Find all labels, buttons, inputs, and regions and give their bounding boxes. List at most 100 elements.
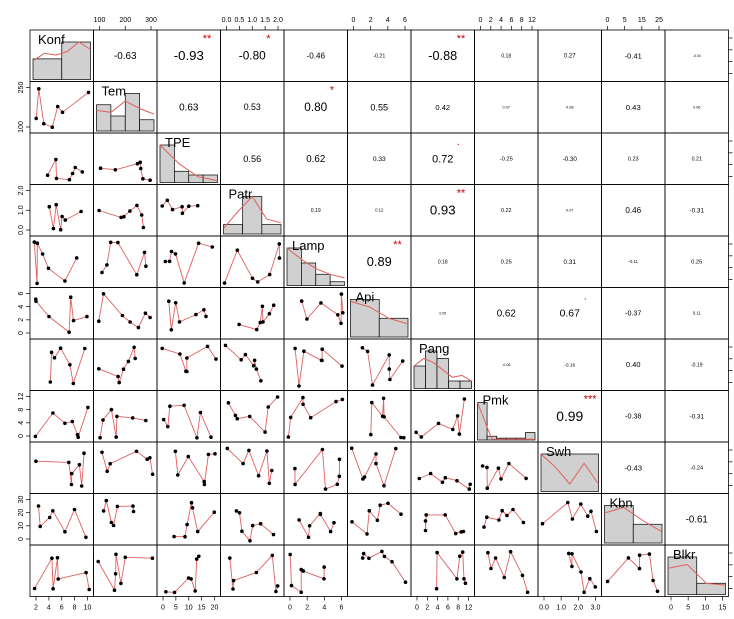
correlation-value: -0.06 — [502, 363, 510, 367]
histogram-bar — [96, 104, 112, 132]
scatter-point — [104, 498, 109, 503]
scatter-point — [134, 449, 139, 454]
smooth-fit-line — [174, 451, 216, 485]
smooth-fit-line — [103, 500, 134, 527]
correlation-value: 0.11 — [693, 311, 702, 316]
scatter-point — [263, 430, 267, 434]
scatter-point — [148, 315, 152, 320]
smooth-fit-line — [482, 462, 527, 490]
scatter-point — [35, 281, 39, 286]
scatter-point — [132, 345, 136, 350]
correlation-value: 0.21 — [692, 157, 702, 163]
tick-label: 0.0 — [18, 225, 25, 235]
scatter-point — [540, 521, 545, 526]
significance-stars: * — [266, 33, 271, 45]
correlation-value: 0.93 — [430, 203, 456, 218]
variable-name-label: Pang — [419, 341, 449, 356]
scatter-point — [299, 299, 304, 303]
correlation-value: -0.04 — [693, 54, 701, 58]
scatter-point — [34, 459, 38, 464]
scatter-point — [566, 551, 571, 556]
scatter-point — [84, 535, 88, 540]
scatter-point — [195, 436, 199, 440]
scatter-point — [293, 346, 297, 351]
smooth-fit-line — [425, 514, 464, 535]
correlation-value: 0.06 — [693, 105, 700, 109]
scatter-point — [77, 462, 82, 467]
scatter-point — [332, 520, 336, 525]
scatter-point — [51, 226, 56, 231]
scatter-point — [108, 461, 112, 466]
scatter-point — [145, 457, 149, 462]
histogram-bar — [378, 317, 409, 338]
scatter-point — [647, 552, 652, 556]
correlation-value: 0.89 — [367, 254, 392, 269]
scatter-point — [190, 506, 195, 510]
scatter-point — [113, 168, 118, 172]
scatter-point — [399, 512, 403, 516]
scatter-point — [436, 421, 441, 426]
scatter-point — [524, 476, 528, 481]
histogram-bar — [301, 262, 317, 286]
scatter-point — [111, 523, 116, 528]
scatter-point — [267, 272, 272, 277]
tick-label: 2.0 — [18, 186, 25, 196]
correlation-value: -0.80 — [239, 49, 266, 63]
scatter-point — [241, 461, 245, 466]
scatter-point — [374, 461, 378, 466]
smooth-fit-line — [38, 505, 87, 538]
tick-label: 5 — [174, 605, 178, 612]
scatter-point — [70, 419, 75, 424]
scatter-point — [271, 303, 276, 308]
scatter-point — [47, 314, 51, 319]
histogram-bar — [459, 380, 472, 389]
scatter-point — [370, 400, 374, 405]
scatter-point — [319, 301, 323, 305]
scatter-point — [434, 586, 439, 591]
histogram-bar — [188, 174, 204, 183]
matrix-panel — [347, 441, 412, 494]
correlation-value: -0.24 — [690, 466, 703, 472]
scatter-point — [337, 457, 342, 462]
correlation-value: -0.16 — [564, 362, 575, 368]
matrix-panel — [283, 544, 348, 597]
scatter-point — [100, 450, 104, 455]
scatter-point — [167, 259, 172, 264]
scatter-point — [164, 590, 168, 594]
scatter-point — [67, 460, 71, 465]
tick-label: 0 — [161, 605, 165, 612]
tick-label: 0.0 — [539, 605, 549, 612]
scatter-point — [40, 252, 45, 256]
scatter-point — [505, 513, 509, 518]
scatter-point — [417, 476, 422, 481]
scatter-point — [293, 466, 297, 471]
scatter-point — [139, 166, 143, 171]
scatter-point — [117, 380, 121, 385]
scatter-point — [202, 308, 206, 312]
scatter-point — [38, 524, 42, 529]
scatter-point — [301, 395, 305, 400]
correlation-value: -0.41 — [625, 51, 642, 60]
scatter-point — [378, 503, 383, 508]
scatter-point — [197, 554, 201, 559]
scatter-point — [374, 452, 378, 456]
scatter-point — [97, 319, 101, 324]
scatter-point — [176, 473, 180, 477]
variable-name-label: Pmk — [483, 393, 510, 408]
scatter-point — [54, 176, 59, 181]
scatter-point — [87, 587, 91, 592]
scatter-point — [73, 165, 77, 170]
scatter-point — [141, 177, 145, 181]
histogram-bar — [696, 582, 726, 595]
tick-label: 15 — [638, 17, 646, 24]
smooth-fit-line — [370, 398, 404, 439]
scatter-point — [525, 590, 530, 595]
smooth-fit-line — [351, 502, 402, 535]
scatter-point — [582, 590, 586, 595]
scatter-point — [33, 434, 38, 439]
histogram-bar — [540, 453, 599, 492]
scatter-point — [79, 484, 84, 488]
smooth-fit-line — [165, 242, 213, 285]
matrix-panel — [29, 235, 94, 288]
